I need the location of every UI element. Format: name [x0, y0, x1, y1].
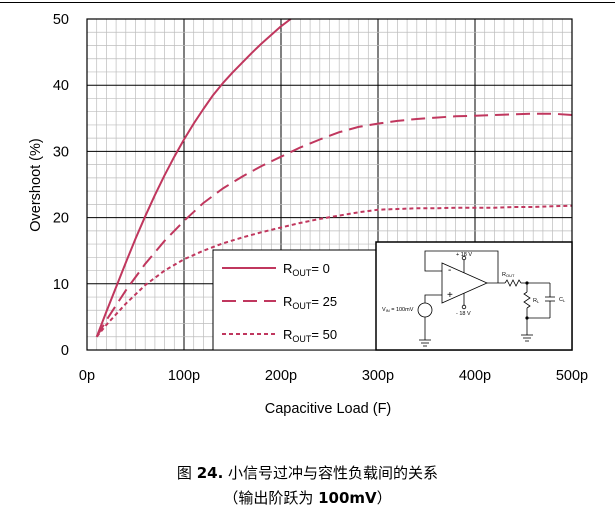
x-axis-title: Capacitive Load (F)	[265, 401, 392, 417]
x-tick-label: 100p	[168, 368, 200, 384]
legend-label-main: R	[283, 294, 292, 309]
caption-title: 小信号过冲与容性负载间的关系	[223, 464, 439, 482]
chart-series-layer	[95, 18, 573, 338]
x-tick-label: 400p	[459, 368, 491, 384]
y-tick-label: 30	[53, 144, 69, 160]
schematic-box	[375, 241, 573, 351]
legend-label-sub: OUT	[292, 301, 312, 311]
supply-neg-label: - 18 V	[456, 311, 471, 317]
y-tick-label: 10	[53, 277, 69, 293]
rl-sub: L	[537, 299, 540, 304]
cl-label: CL	[559, 297, 566, 303]
caption-sub-close: ）	[376, 489, 392, 507]
y-tick-label: 0	[61, 343, 69, 359]
legend-label-main: R	[283, 327, 292, 342]
figure-caption: 图 24. 小信号过冲与容性负载间的关系	[0, 462, 615, 483]
legend-label-sub: OUT	[292, 268, 312, 278]
opamp-circuit	[417, 250, 555, 347]
series-line-3	[95, 204, 573, 338]
cl-sub: L	[563, 298, 566, 303]
opamp-symbol	[441, 262, 488, 304]
x-tick-label: 300p	[362, 368, 394, 384]
legend-label-2: ROUT= 25	[283, 294, 337, 311]
y-tick-label: 20	[53, 211, 69, 227]
vin-sub: IN	[386, 308, 390, 313]
y-tick-label: 40	[53, 78, 69, 94]
legend-label-value: = 50	[311, 327, 337, 342]
overshoot-chart: 0p 100p 200p 300p 400p 500p 0 10 20 30 40 50 Capaci…	[28, 12, 588, 417]
caption-sub-open: （输出阶跃为	[223, 489, 319, 507]
rout-label: ROUT	[502, 272, 515, 278]
legend-box	[212, 249, 378, 351]
caption-figure-number: 24.	[196, 464, 224, 482]
vin-main: V	[382, 307, 386, 313]
x-tick-label: 0p	[79, 368, 95, 384]
vin-value: = 100mV	[390, 307, 414, 313]
rl-resistor	[523, 291, 531, 309]
x-tick-label: 200p	[265, 368, 297, 384]
series-line-1	[95, 18, 292, 338]
schematic-inset: - + + 18 V - 18 V VIN = 100mV ROUT RL CL	[375, 241, 573, 351]
opamp-minus-sign: -	[448, 265, 451, 276]
opamp-plus-sign: +	[447, 290, 453, 301]
rout-resistor	[504, 279, 522, 287]
rout-main: R	[502, 272, 506, 278]
legend-label-main: R	[283, 261, 292, 276]
supply-pos-label: + 18 V	[456, 252, 472, 258]
figure-caption-subtitle: （输出阶跃为 100mV）	[0, 487, 615, 508]
legend-label-value: = 0	[311, 261, 329, 276]
rl-main: R	[533, 298, 537, 304]
x-tick-label: 500p	[556, 368, 588, 384]
y-tick-label: 50	[53, 12, 69, 28]
rl-label: RL	[533, 298, 540, 304]
chart-tick-labels: 0p 100p 200p 300p 400p 500p 0 10 20 30 40 50	[53, 12, 588, 384]
series-line-2	[95, 112, 573, 338]
y-axis-title: Overshoot (%)	[28, 138, 44, 231]
caption-sub-value: 100mV	[318, 489, 377, 507]
legend-label-value: = 25	[311, 294, 337, 309]
rout-sub: OUT	[506, 273, 515, 278]
legend-label-3: ROUT= 50	[283, 327, 337, 344]
top-rule	[0, 2, 615, 3]
legend-label-1: ROUT= 0	[283, 261, 330, 278]
caption-prefix: 图	[176, 464, 197, 482]
vin-label: VIN = 100mV	[382, 307, 414, 313]
cl-main: C	[559, 297, 563, 303]
legend-label-sub: OUT	[292, 334, 312, 344]
